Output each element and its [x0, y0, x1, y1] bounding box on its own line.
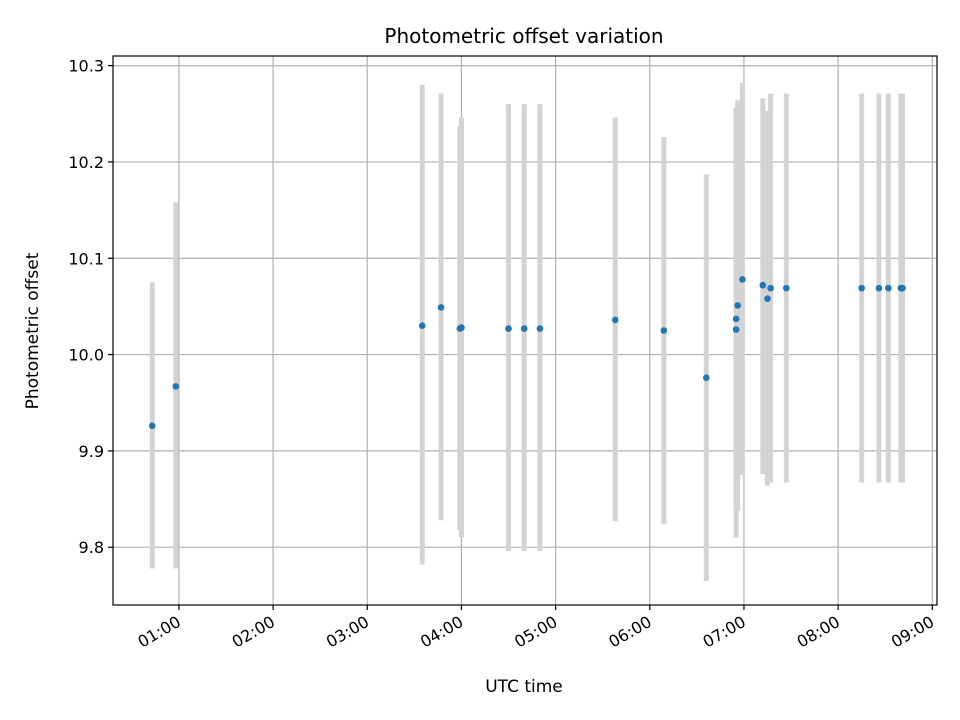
- data-point: [739, 276, 746, 283]
- data-point: [858, 284, 865, 292]
- data-point: [172, 383, 180, 390]
- data-point: [885, 284, 892, 292]
- y-tick-label: 10.1: [68, 249, 104, 268]
- y-tick-label: 9.9: [79, 442, 104, 461]
- data-point: [611, 316, 619, 324]
- plot-area-frame: [112, 55, 938, 606]
- data-point: [660, 327, 668, 334]
- data-point: [732, 326, 740, 333]
- y-tick-label: 10.2: [68, 153, 104, 172]
- y-tick-label: 10.3: [68, 57, 104, 76]
- chart-title: Photometric offset variation: [384, 24, 663, 48]
- data-point: [437, 304, 445, 311]
- y-tick-label: 10.0: [68, 346, 104, 365]
- data-point: [734, 302, 741, 309]
- data-point: [148, 422, 156, 430]
- y-axis-ticks: 9.8 9.9 10.0 10.1 10.2 10.3: [68, 57, 113, 557]
- data-point: [767, 284, 774, 292]
- data-point: [702, 374, 710, 381]
- data-point: [759, 281, 767, 289]
- data-point: [732, 315, 740, 323]
- data-point: [536, 325, 544, 332]
- data-point: [899, 284, 906, 292]
- data-point: [764, 295, 771, 303]
- data-point: [418, 322, 426, 329]
- data-points: [148, 276, 906, 430]
- y-axis-label: Photometric offset: [23, 252, 43, 409]
- data-point: [875, 284, 883, 292]
- data-point: [520, 325, 528, 332]
- data-point: [458, 324, 465, 331]
- data-point: [783, 284, 790, 292]
- y-tick-label: 9.8: [79, 538, 104, 557]
- x-axis-label: UTC time: [485, 677, 563, 697]
- data-point: [505, 325, 512, 332]
